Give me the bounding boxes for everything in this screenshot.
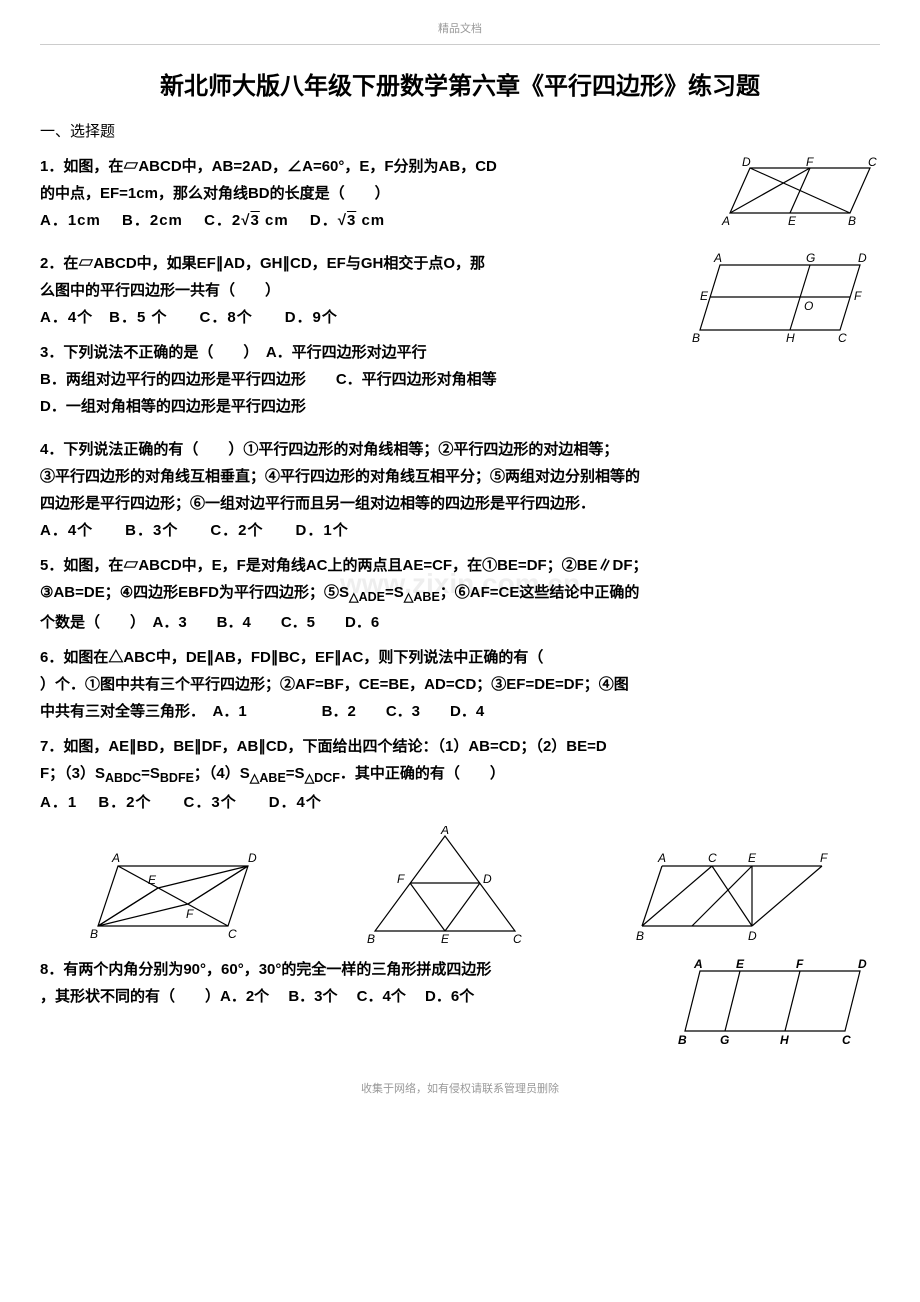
f2-A: A [713,251,722,265]
f2-F: F [854,289,862,303]
question-8: A E F D B G H C 8．有两个内角分别为90°，60°，30°的完全… [40,956,880,1010]
lbl-F: F [806,155,814,169]
q7-l2: F；（3）SABDC=SBDFE；（4）S△ABE=S△DCF．其中正确的有（ … [40,760,880,790]
q4-l1: 4．下列说法正确的有（ ）①平行四边形的对角线相等；②平行四边形的对边相等； [40,436,880,463]
page-footer: 收集于网络，如有侵权请联系管理员删除 [40,1080,880,1100]
lbl-B: B [848,214,856,228]
f5-C: C [228,927,237,941]
figure-q1: A B C D E F [700,153,880,233]
f2-O: O [804,299,813,313]
f8-C: C [842,1033,851,1046]
f6-C: C [513,932,522,946]
q4-opts: A．4个 B．3个 C．2个 D．1个 [40,517,880,544]
f6-E: E [441,932,450,946]
f8-E: E [736,957,745,971]
q7-l2e: ；（4）S [194,765,250,782]
f6-B: B [367,932,375,946]
f7-C: C [708,851,717,865]
q6-l3: 中共有三对全等三角形． A．1 B．2 C．3 D．4 [40,698,880,725]
q7-l2d: BDFE [160,771,194,785]
q6-l2: ）个．①图中共有三个平行四边形；②AF=BF，CE=BE，AD=CD；③EF=D… [40,671,880,698]
f8-D: D [858,957,867,971]
q7-l1: 7．如图，AE∥BD，BE∥DF，AB∥CD，下面给出四个结论：（1）AB=CD… [40,733,880,760]
f5-B: B [90,927,98,941]
f2-D: D [858,251,867,265]
page-header: 精品文档 [40,20,880,45]
section-1: 一、选择题 [40,118,880,145]
q4-l2: ③平行四边形的对角线互相垂直；④平行四边形的对角线互相平分；⑤两组对边分别相等的 [40,463,880,490]
q7-l2b: ABDC [105,771,141,785]
question-3: 3．下列说法不正确的是（ ） A．平行四边形对边平行 B．两组对边平行的四边形是… [40,339,880,420]
question-6: 6．如图在△ABC中，DE∥AB，FD∥BC，EF∥AC，则下列说法中正确的有（… [40,644,880,725]
f8-H: H [780,1033,789,1046]
q6-l1: 6．如图在△ABC中，DE∥AB，FD∥BC，EF∥AC，则下列说法中正确的有（ [40,644,880,671]
q7-l2g: =S [286,765,305,782]
q7-l2a: F；（3）S [40,765,105,782]
figure-q8: A E F D B G H C [670,956,880,1046]
f5-F: F [186,907,194,921]
q7-l2c: =S [141,765,160,782]
lbl-C: C [868,155,877,169]
f7-D: D [748,929,757,943]
figure-q2: A G D E F O B H C [680,250,880,345]
f6-F: F [397,872,405,886]
q5-l3: 个数是（ ） A．3 B．4 C．5 D．6 [40,609,880,636]
f8-F: F [796,957,804,971]
f8-A: A [693,957,703,971]
q7-l2f: △ABE [250,771,286,785]
f8-B: B [678,1033,687,1046]
figure-q5: A D B C E F [78,846,268,946]
f7-F: F [820,851,828,865]
question-1: A B C D E F 1．如图，在▱ABCD中，AB=2AD，∠A=60°，E… [40,153,880,234]
q7-l2h: △DCF [305,771,340,785]
q1-sqrt1: 3 [250,212,259,229]
f7-B: B [636,929,644,943]
f6-D: D [483,872,492,886]
question-5: 5．如图，在▱ABCD中，E，F是对角线AC上的两点且AE=CF，在①BE=DF… [40,552,880,636]
f5-D: D [248,851,257,865]
q5-l1: 5．如图，在▱ABCD中，E，F是对角线AC上的两点且AE=CF，在①BE=DF… [40,552,880,579]
q5-l2e: ；⑥AF=CE这些结论中正确的 [440,584,640,601]
question-2: A G D E F O B H C 2．在▱ABCD中，如果EF∥AD，GH∥C… [40,250,880,331]
q1-optD-pre: D． [310,212,338,229]
f2-G: G [806,251,815,265]
f7-A: A [657,851,666,865]
q3-l2: B．两组对边平行的四边形是平行四边形 C．平行四边形对角相等 [40,366,880,393]
question-7: 7．如图，AE∥BD，BE∥DF，AB∥CD，下面给出四个结论：（1）AB=CD… [40,733,880,817]
q1-optA: A．1cm [40,212,101,229]
f7-E: E [748,851,757,865]
q5-l2c: =S [385,584,404,601]
f6-A: A [440,826,449,837]
q7-opts: A．1 B．2个 C．3个 D．4个 [40,789,880,816]
q7-l2i: ．其中正确的有（ ） [340,765,505,782]
q5-l2b: △ADE [349,590,385,604]
f5-E: E [148,873,157,887]
figure-q7: A C E F B D [622,846,842,946]
q5-l2: ③AB=DE；④四边形EBFD为平行四边形；⑤S△ADE=S△ABE；⑥AF=C… [40,579,880,609]
q5-l2a: ③AB=DE；④四边形EBFD为平行四边形；⑤S [40,584,349,601]
q4-l3: 四边形是平行四边形；⑥一组对边平行而且另一组对边相等的四边形是平行四边形． [40,490,880,517]
lbl-D: D [742,155,751,169]
q1-optB: B．2cm [122,212,183,229]
f2-E: E [700,289,709,303]
q1-sqrt2: 3 [347,212,356,229]
f8-G: G [720,1033,729,1046]
f5-A: A [111,851,120,865]
lbl-A: A [721,214,730,228]
doc-title: 新北师大版八年级下册数学第六章《平行四边形》练习题 [40,65,880,108]
q1-optC-pre: C．2 [204,212,241,229]
q3-l1: 3．下列说法不正确的是（ ） A．平行四边形对边平行 [40,339,880,366]
q5-l2d: △ABE [404,590,440,604]
figure-row: A D B C E F A B C F D E [40,826,880,946]
q1-optC-post: cm [260,212,289,229]
question-4: 4．下列说法正确的有（ ）①平行四边形的对角线相等；②平行四边形的对边相等； ③… [40,436,880,544]
q3-l3: D．一组对角相等的四边形是平行四边形 [40,393,880,420]
q1-optD-post: cm [356,212,385,229]
lbl-E: E [788,214,797,228]
figure-q6: A B C F D E [345,826,545,946]
